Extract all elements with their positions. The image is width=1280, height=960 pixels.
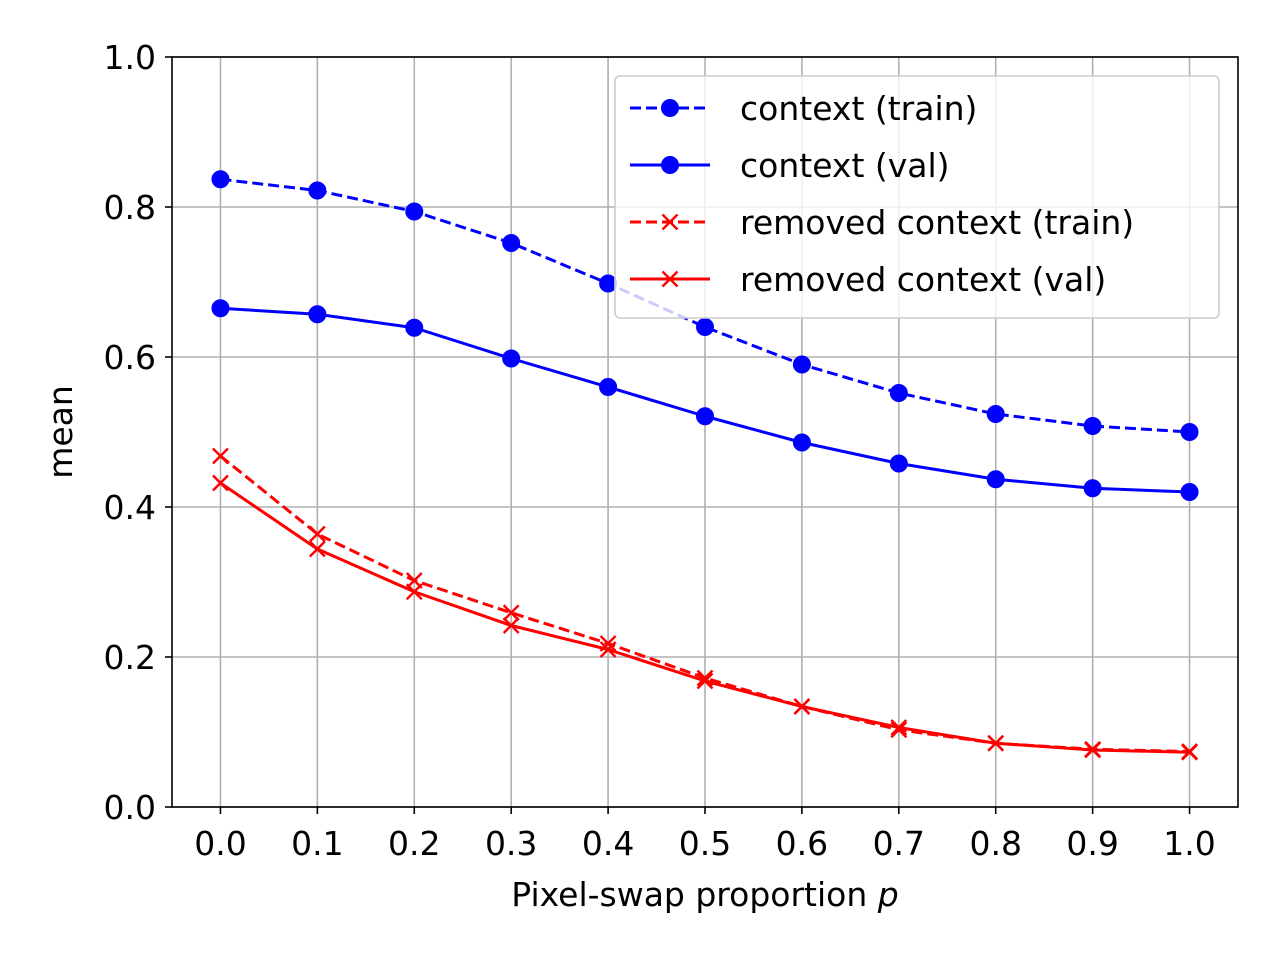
data-point	[1083, 479, 1102, 498]
data-point	[502, 234, 521, 252]
data-point	[502, 349, 521, 368]
data-point	[889, 384, 908, 402]
x-tick-label: 0.5	[679, 824, 731, 863]
series-line	[220, 177, 1190, 434]
y-tick-label: 0.6	[104, 338, 156, 377]
data-point	[212, 447, 229, 465]
series-removed-context-val	[212, 474, 1198, 761]
data-point	[1181, 743, 1198, 761]
data-point	[502, 617, 520, 634]
data-point	[308, 305, 327, 324]
data-point	[212, 474, 229, 492]
data-point	[890, 721, 908, 739]
data-point	[405, 202, 424, 221]
data-point	[792, 433, 811, 452]
data-point	[599, 641, 617, 658]
data-point	[696, 318, 714, 336]
data-point	[889, 454, 908, 473]
data-point	[309, 525, 326, 543]
data-point	[696, 407, 714, 426]
legend: context (train) context (val) removed cont…	[614, 75, 1220, 319]
data-point	[309, 540, 326, 558]
data-point	[1084, 741, 1101, 759]
data-point	[696, 672, 714, 690]
legend-item: removed context (val)	[630, 260, 1106, 299]
legend-item: removed context (train)	[630, 203, 1134, 242]
x-tick-label: 0.8	[969, 824, 1021, 863]
y-tick-label: 0.2	[104, 638, 156, 677]
data-point	[986, 470, 1005, 489]
x-tick-label: 0.3	[485, 824, 537, 863]
x-tick-label: 0.0	[194, 824, 246, 863]
series-context-val	[211, 299, 1199, 501]
data-point	[211, 170, 230, 189]
legend-label: context (train)	[740, 89, 977, 128]
y-tick-label: 0.0	[104, 788, 156, 827]
legend-marker	[661, 156, 679, 174]
y-tick-label: 0.4	[104, 488, 156, 527]
data-point	[890, 719, 908, 736]
x-axis-label: Pixel-swap proportion p	[511, 875, 898, 914]
series-context-train	[211, 170, 1199, 441]
legend-item: context (train)	[630, 89, 977, 128]
y-tick-label: 0.8	[104, 188, 156, 227]
legend-box	[614, 75, 1220, 319]
legend-item: context (val)	[630, 146, 950, 185]
data-point	[308, 181, 327, 200]
y-axis-label: mean	[41, 385, 80, 479]
legend-label: removed context (train)	[740, 203, 1134, 242]
series-group	[211, 170, 1199, 761]
data-point	[211, 299, 230, 318]
data-point	[1180, 423, 1199, 441]
legend-marker	[661, 99, 679, 117]
legend-marker	[661, 213, 679, 231]
x-tick-label: 1.0	[1163, 824, 1215, 863]
data-point	[405, 583, 423, 601]
legend-entries: context (train) context (val) removed cont…	[630, 89, 1134, 299]
data-point	[987, 734, 1005, 752]
legend-label: context (val)	[740, 146, 950, 185]
data-point	[792, 355, 811, 374]
data-point	[1083, 417, 1102, 435]
data-point	[1180, 483, 1199, 501]
x-tick-label: 0.7	[873, 824, 925, 863]
x-tick-label: 0.2	[388, 824, 440, 863]
data-point	[986, 405, 1005, 423]
axis-ticks: 0.0 0.1 0.2 0.3 0.4 0.5 0.6 0.7 0.8 0.9 1.0 0.0 0.2 0…	[104, 38, 1216, 863]
legend-label: removed context (val)	[740, 260, 1106, 299]
data-point	[793, 698, 811, 715]
x-tick-label: 0.4	[582, 824, 634, 863]
data-point	[599, 274, 618, 293]
x-tick-label: 0.9	[1066, 824, 1118, 863]
x-tick-label: 0.6	[776, 824, 828, 863]
data-point	[599, 378, 618, 396]
data-point	[502, 604, 520, 622]
data-point	[405, 318, 424, 337]
y-tick-label: 1.0	[104, 38, 156, 77]
legend-marker	[661, 270, 679, 288]
x-tick-label: 0.1	[291, 824, 343, 863]
